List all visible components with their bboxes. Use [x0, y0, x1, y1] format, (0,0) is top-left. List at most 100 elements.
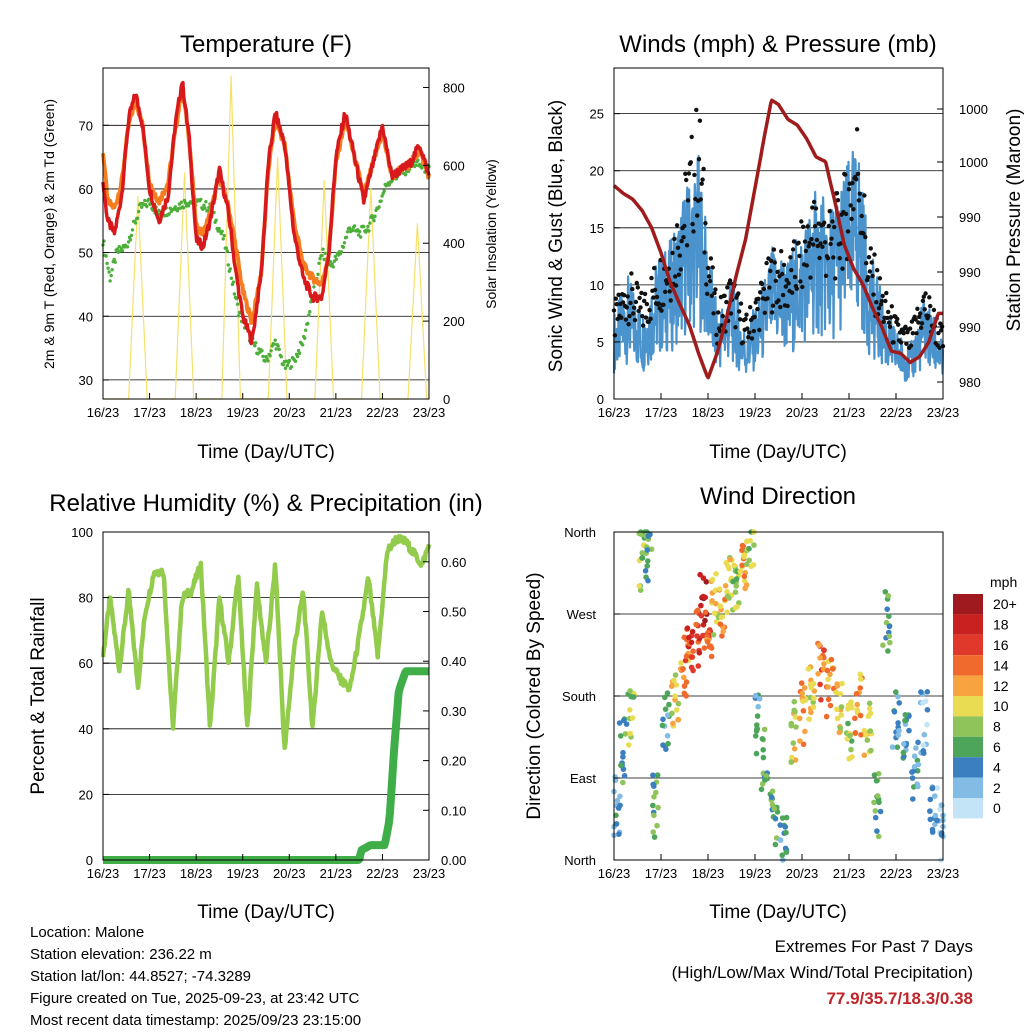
direction-point [683, 653, 690, 659]
dewpoint-point [359, 235, 363, 239]
humidity-ytick-label: 100 [71, 525, 93, 540]
direction-point [662, 706, 669, 712]
direction-point [872, 808, 879, 814]
dewpoint-point [321, 247, 325, 251]
gust-point [813, 206, 819, 211]
direction-point [938, 830, 945, 836]
dewpoint-point [109, 273, 113, 278]
direction-point [648, 546, 655, 552]
dewpoint-point [125, 245, 130, 249]
direction-point [734, 604, 740, 610]
gust-point [652, 265, 657, 271]
winds-ytick-label: 20 [590, 164, 604, 179]
gust-point [794, 286, 799, 291]
direction-point [759, 736, 766, 742]
gust-point [868, 246, 873, 251]
humidity-xtick-label: 18/23 [180, 866, 213, 881]
direction-point [811, 695, 817, 701]
gust-point [780, 271, 785, 277]
direction-point [675, 700, 682, 707]
direction-point [739, 547, 745, 554]
direction-point [857, 712, 864, 719]
gust-point [917, 314, 922, 320]
gust-point [614, 302, 619, 307]
dewpoint-point [202, 203, 206, 207]
dewpoint-point [203, 206, 207, 210]
direction-point [758, 786, 765, 793]
gust-point [923, 291, 928, 296]
dewpoint-point [379, 199, 383, 203]
direction-point [618, 762, 624, 769]
gust-point [702, 250, 707, 255]
gust-point [703, 221, 708, 226]
legend-label: 14 [993, 657, 1009, 673]
direction-point [678, 660, 684, 666]
direction-point [694, 633, 700, 639]
direction-point [929, 826, 936, 833]
gust-point [744, 312, 749, 317]
dewpoint-point [358, 229, 362, 234]
direction-point [915, 783, 921, 790]
gust-point [895, 316, 900, 322]
dewpoint-point [330, 262, 334, 266]
direction-point [847, 732, 853, 739]
direction-point [857, 685, 863, 691]
gust-point [696, 157, 702, 162]
gust-point [699, 181, 704, 186]
gust-point [838, 241, 843, 246]
gust-point [920, 298, 926, 303]
direction-point [852, 730, 859, 736]
direction-point [779, 852, 785, 858]
gust-point [831, 255, 836, 260]
dewpoint-point [145, 204, 149, 209]
direction-point [800, 741, 807, 748]
humidity-title: Relative Humidity (%) & Precipitation (i… [49, 490, 482, 517]
direction-point [690, 667, 696, 674]
legend-swatch [953, 696, 983, 717]
dewpoint-point [382, 189, 386, 193]
direction-point [802, 728, 808, 735]
dewpoint-point [157, 208, 161, 213]
direction-point [829, 666, 836, 672]
dewpoint-point [293, 359, 298, 363]
gust-point [633, 299, 639, 305]
direction-point [700, 622, 707, 628]
dewpoint-point [135, 216, 140, 220]
precip-ytick-label: 0.60 [441, 555, 466, 570]
gust-point [845, 229, 851, 234]
direction-point [808, 684, 815, 691]
temperature-panel: Temperature (F) 16/23 17/23 18/23 19/23 20/2… [41, 31, 499, 463]
gust-point [866, 255, 872, 260]
direction-point [684, 625, 691, 631]
temperature-ytick-label: 70 [79, 118, 93, 133]
winds-ytick-label: 10 [590, 278, 604, 293]
gust-point [700, 177, 705, 182]
direction-point [761, 726, 768, 733]
winds-xtick-label: 19/23 [739, 405, 772, 420]
direction-point [791, 746, 798, 752]
gust-point [756, 296, 761, 301]
gust-point [656, 301, 661, 306]
direction-point [620, 779, 626, 786]
direction-point [921, 731, 928, 738]
direction-point [913, 745, 919, 751]
gust-point [854, 177, 859, 182]
direction-point [709, 598, 715, 604]
dewpoint-point [304, 328, 308, 332]
winds-xtick-label: 22/23 [880, 405, 913, 420]
dewpoint-point [199, 197, 203, 202]
gust-point [736, 291, 741, 296]
direction-point [873, 778, 880, 784]
legend-label: 20+ [993, 596, 1017, 612]
direction-point [911, 784, 917, 790]
direction-point [698, 602, 704, 609]
gust-point [801, 224, 806, 229]
direction-point [902, 712, 909, 718]
gust-point [709, 293, 714, 298]
direction-point [717, 603, 724, 609]
gust-point [926, 313, 931, 319]
direction-point [882, 589, 889, 595]
dewpoint-point [377, 205, 381, 209]
legend-swatch [953, 777, 983, 798]
winds-plot-frame [613, 67, 944, 400]
